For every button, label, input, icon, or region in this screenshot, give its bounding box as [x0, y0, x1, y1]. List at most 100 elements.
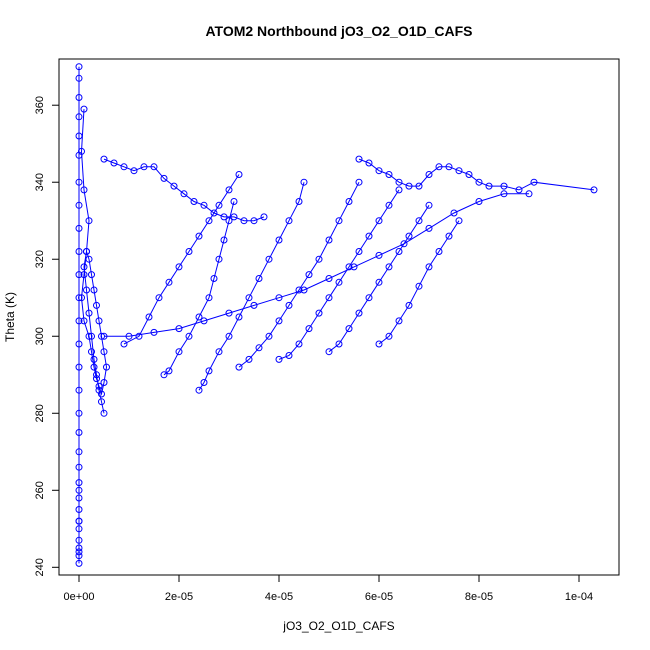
data-point [75, 506, 83, 513]
series-line [358, 158, 595, 191]
data-point [75, 544, 83, 552]
data-point [415, 182, 423, 190]
data-point [245, 355, 253, 363]
y-tick-label: 360 [34, 96, 46, 114]
data-point [435, 248, 443, 255]
data-point [275, 317, 283, 325]
data-point [260, 213, 268, 221]
data-point [285, 217, 293, 225]
data-point [345, 325, 353, 333]
data-point [335, 340, 343, 348]
x-tick-label: 0e+00 [64, 591, 95, 603]
data-point [75, 386, 83, 394]
data-point [170, 182, 178, 190]
data-point [83, 248, 90, 255]
data-point [90, 363, 98, 371]
data-point [205, 294, 213, 302]
data-point [475, 198, 483, 205]
data-point [80, 317, 88, 325]
series-line [238, 181, 360, 368]
data-point [100, 409, 108, 417]
data-point [125, 332, 133, 340]
data-point [215, 348, 223, 356]
x-tick-label: 8e-05 [465, 591, 493, 603]
y-tick-label: 240 [34, 558, 46, 576]
data-point [395, 317, 403, 325]
data-point [285, 301, 293, 309]
data-point [200, 379, 208, 386]
data-point [365, 232, 373, 240]
data-point [210, 275, 218, 282]
data-point [75, 178, 83, 186]
data-point [415, 217, 423, 225]
data-point [75, 224, 83, 232]
data-point [255, 275, 263, 282]
data-point [235, 363, 243, 371]
data-point [385, 263, 393, 271]
data-point [75, 463, 83, 471]
data-point [120, 163, 128, 171]
data-point [400, 240, 408, 248]
data-point [285, 352, 293, 359]
data-point [375, 340, 383, 348]
data-point [75, 271, 83, 279]
data-point [185, 248, 193, 255]
data-point [160, 371, 168, 379]
data-point [425, 263, 433, 271]
series-line [103, 158, 265, 222]
data-point [385, 332, 393, 340]
data-point [195, 232, 203, 240]
series-line [80, 109, 108, 414]
chart-title: ATOM2 Northbound jO3_O2_O1D_CAFS [205, 23, 472, 39]
data-point [275, 294, 283, 302]
data-point [85, 217, 93, 225]
data-point [325, 236, 333, 244]
y-axis-label: Theta (K) [3, 292, 17, 342]
data-point [350, 263, 358, 271]
data-point [75, 248, 83, 255]
data-point [175, 325, 183, 333]
data-point [75, 94, 83, 101]
data-point [485, 182, 493, 190]
data-point [275, 355, 283, 363]
data-point [315, 255, 323, 263]
data-point [135, 332, 143, 340]
data-point [450, 209, 458, 217]
data-point [120, 340, 128, 348]
y-tick-label: 280 [34, 404, 46, 422]
data-point [100, 332, 108, 340]
data-point [150, 163, 158, 171]
data-point [405, 232, 413, 240]
data-point [103, 363, 110, 371]
data-point [195, 386, 203, 394]
data-point [500, 182, 508, 190]
data-point [355, 309, 363, 317]
data-point [150, 328, 158, 336]
x-tick-label: 4e-05 [265, 591, 293, 603]
y-tick-label: 320 [34, 250, 46, 268]
data-point [240, 217, 248, 225]
data-point [445, 232, 453, 240]
data-point [80, 271, 88, 279]
data-point [88, 332, 95, 340]
data-point [225, 309, 233, 317]
data-point [165, 278, 173, 286]
data-point [85, 309, 93, 317]
data-point [93, 375, 100, 383]
x-tick-label: 1e-04 [565, 591, 593, 603]
data-point [75, 517, 83, 525]
data-point [530, 178, 538, 186]
data-point [225, 186, 233, 194]
data-point [75, 525, 83, 533]
data-point [345, 198, 353, 205]
data-point [375, 217, 383, 225]
series-line [198, 182, 305, 391]
data-point [335, 278, 343, 286]
data-point [95, 386, 103, 394]
data-point [75, 548, 83, 556]
y-tick-label: 260 [34, 481, 46, 499]
data-point [235, 313, 243, 321]
x-tick-label: 2e-05 [165, 591, 193, 603]
data-point [455, 167, 463, 175]
data-point [205, 367, 213, 375]
